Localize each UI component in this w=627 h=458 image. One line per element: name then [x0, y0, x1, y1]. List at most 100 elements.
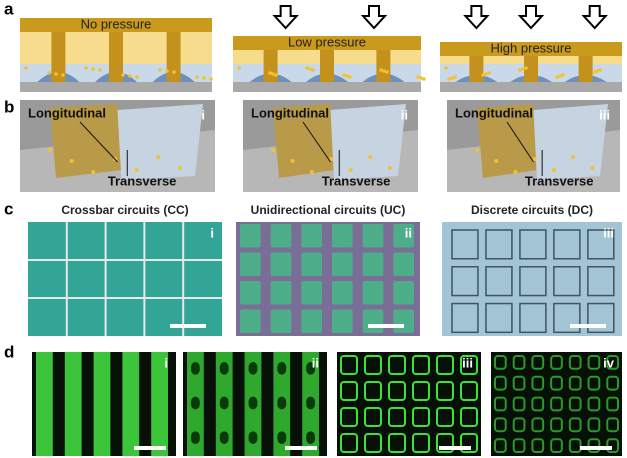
cell — [301, 309, 322, 333]
particle — [134, 168, 139, 172]
cell — [494, 355, 507, 370]
label: Crossbar circuits (CC) — [61, 203, 188, 217]
pore — [191, 396, 200, 410]
cell — [512, 438, 526, 454]
cell — [550, 396, 563, 412]
cell — [362, 281, 384, 305]
cell — [587, 375, 601, 391]
cell — [364, 433, 382, 453]
particle — [348, 168, 353, 172]
pointer — [506, 121, 534, 163]
particle — [387, 166, 392, 170]
label: Transverse — [322, 173, 391, 188]
particle — [91, 170, 96, 174]
cell — [340, 433, 358, 453]
particle — [84, 66, 88, 70]
particle — [450, 76, 454, 80]
micrograph — [28, 222, 222, 336]
cell — [519, 302, 547, 334]
cell — [531, 438, 545, 454]
substrate — [233, 82, 421, 92]
pore — [219, 396, 229, 410]
pillar — [166, 32, 181, 82]
cell — [553, 302, 581, 334]
label: Transverse — [525, 173, 594, 188]
particle — [551, 168, 556, 172]
artwork — [20, 5, 622, 456]
pore — [306, 431, 315, 444]
pillar — [51, 32, 66, 82]
particle — [590, 166, 595, 170]
pore — [219, 431, 229, 444]
top-bar — [20, 18, 212, 32]
stripe — [151, 352, 168, 456]
particle — [524, 66, 528, 70]
cell — [485, 229, 513, 260]
particle — [61, 73, 65, 77]
cell — [587, 355, 601, 370]
cell — [364, 407, 382, 427]
cell — [494, 438, 507, 454]
particle — [91, 67, 95, 71]
cell — [606, 355, 619, 370]
particle — [121, 73, 125, 77]
longitudinal-block — [273, 104, 334, 178]
cell — [485, 266, 513, 297]
particle — [135, 75, 139, 79]
cell — [512, 355, 526, 370]
panel-label: d — [4, 342, 14, 361]
particle — [290, 159, 295, 163]
particle — [69, 159, 74, 163]
scale-bar — [170, 324, 206, 328]
label: Discrete circuits (DC) — [471, 203, 593, 217]
label: i — [210, 225, 214, 240]
cell — [494, 375, 507, 391]
cell — [436, 407, 454, 427]
cell — [240, 252, 261, 276]
transverse-block — [533, 104, 608, 180]
particle — [165, 69, 169, 73]
cell — [340, 355, 358, 375]
label: ii — [401, 107, 408, 122]
cell — [606, 438, 619, 454]
particle — [555, 75, 559, 79]
particle — [178, 166, 182, 170]
cell — [388, 355, 406, 375]
arrow — [517, 5, 545, 30]
cell — [332, 281, 353, 305]
cell — [332, 309, 353, 333]
arrow — [272, 5, 299, 30]
cell — [270, 309, 292, 333]
label: iii — [462, 355, 473, 370]
cell — [485, 302, 513, 334]
cell — [568, 355, 582, 370]
cell — [550, 417, 563, 433]
cell — [412, 433, 430, 453]
label: Unidirectional circuits (UC) — [251, 203, 406, 217]
cell — [519, 266, 547, 297]
cell — [550, 355, 563, 370]
cell — [412, 381, 430, 401]
particle — [571, 155, 576, 159]
particle — [158, 68, 162, 72]
micrograph — [442, 222, 622, 336]
top-bar — [233, 36, 421, 50]
pointer — [302, 121, 331, 163]
scale-bar — [570, 324, 606, 328]
cell — [451, 302, 479, 334]
label: High pressure — [491, 40, 572, 55]
pointer — [79, 121, 118, 163]
pillar — [578, 56, 593, 82]
particle — [237, 66, 241, 70]
cell — [240, 309, 261, 333]
cell — [550, 438, 563, 454]
cell — [587, 266, 615, 297]
cell — [301, 252, 322, 276]
particle — [308, 67, 312, 71]
stripe — [122, 352, 140, 456]
cell — [531, 417, 545, 433]
transverse-block — [330, 104, 406, 180]
cell — [270, 252, 292, 276]
label: i — [164, 355, 168, 370]
cell — [568, 375, 582, 391]
